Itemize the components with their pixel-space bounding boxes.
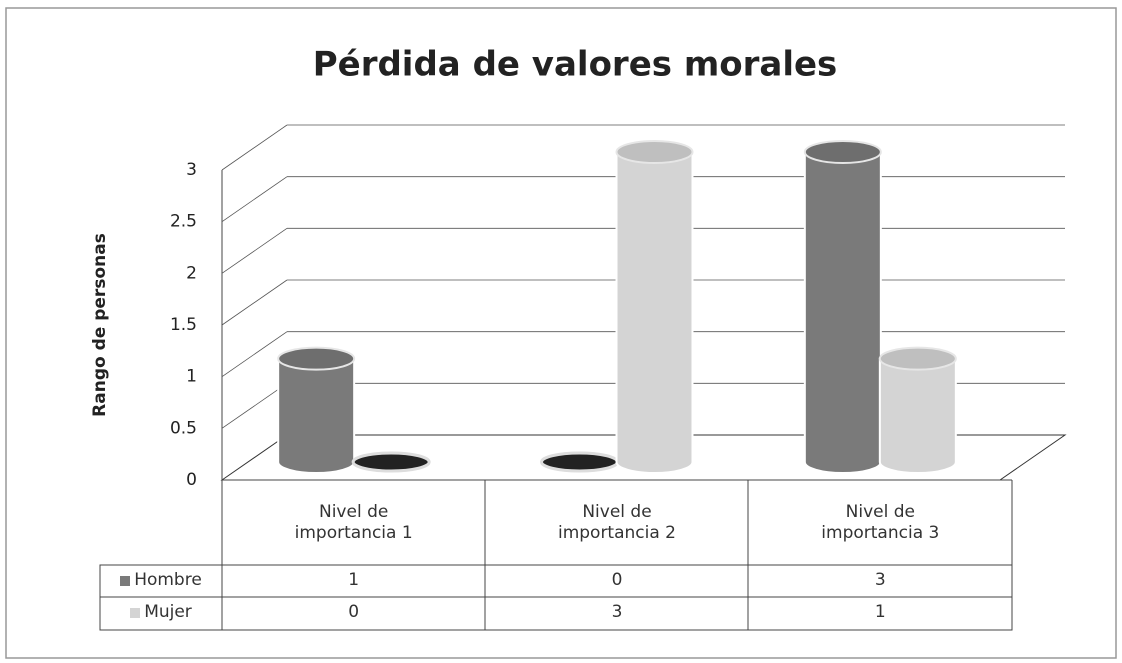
table-value-text: 0 (611, 570, 623, 591)
grid-line (221, 228, 288, 274)
chart-title: Pérdida de valores morales (313, 45, 838, 85)
x-tick-label-text: Nivel de importancia 2 (557, 501, 676, 543)
x-tick-label-text: Nivel de importancia 1 (294, 501, 413, 543)
legend-label: Mujer (100, 597, 222, 629)
bar (277, 346, 356, 474)
x-tick-label-box: Nivel de importancia 2 (535, 483, 698, 563)
bar (803, 140, 882, 474)
x-tick-label: Nivel de importancia 3 (799, 483, 962, 563)
table-value-box: 0 (222, 597, 485, 629)
bar (351, 451, 431, 473)
table-value-box: 0 (485, 565, 748, 597)
table-value-text: 1 (874, 602, 886, 623)
y-tick-label: 2.5 (170, 212, 197, 232)
legend-label-box: Mujer (100, 597, 222, 629)
table-value-box: 3 (749, 565, 1012, 597)
table-value-text: 0 (348, 602, 360, 623)
x-tick-label: Nivel de importancia 1 (272, 483, 435, 563)
bar-top (803, 140, 882, 164)
data-table (99, 479, 1013, 631)
legend-key (130, 608, 141, 618)
bar-top (878, 346, 957, 371)
table-value: 3 (485, 597, 748, 629)
x-tick-label-box: Nivel de importancia 1 (272, 483, 435, 563)
bar-top (540, 451, 619, 473)
grid-line (221, 176, 288, 222)
y-axis-label: Rango de personas (90, 233, 110, 417)
legend-label-box: Hombre (100, 565, 222, 597)
table-value-text: 3 (611, 602, 623, 623)
y-tick-label: 0.5 (170, 418, 197, 438)
legend-label-text: Mujer (144, 602, 192, 623)
bar (540, 451, 619, 473)
table-value: 0 (222, 597, 485, 629)
bar-top (615, 140, 694, 164)
bar-top (351, 451, 431, 473)
bar-body (878, 357, 957, 474)
grid-line (221, 279, 288, 326)
legend-label: Hombre (100, 565, 222, 597)
bar-top (277, 346, 356, 371)
y-tick-label: 3 (186, 160, 197, 180)
x-tick-label-text: Nivel de importancia 3 (821, 501, 940, 543)
grid-line (221, 331, 288, 377)
bar-body (803, 151, 882, 474)
grid-line (221, 383, 288, 429)
table-value-box: 1 (222, 565, 485, 597)
y-tick-label: 2 (186, 263, 197, 283)
bar (615, 140, 694, 474)
chart-frame (5, 7, 1117, 659)
bar (878, 346, 957, 474)
legend-key (120, 576, 131, 586)
table-value: 1 (749, 597, 1012, 629)
table-value-box: 1 (749, 597, 1012, 629)
table-value-box: 3 (485, 597, 748, 629)
table-value: 3 (749, 565, 1012, 597)
table-value: 0 (485, 565, 748, 597)
legend-label-text: Hombre (134, 570, 202, 591)
table-value-text: 1 (348, 570, 360, 591)
bar-body (277, 357, 356, 474)
y-tick-label: 1.5 (170, 315, 197, 335)
grid-line (221, 124, 288, 171)
table-value: 1 (222, 565, 485, 597)
y-tick-label: 0 (186, 470, 197, 490)
table-value-text: 3 (874, 570, 886, 591)
bar-body (615, 151, 694, 474)
y-tick-label: 1 (186, 367, 197, 387)
x-tick-label: Nivel de importancia 2 (535, 483, 698, 563)
x-tick-label-box: Nivel de importancia 3 (799, 483, 962, 563)
